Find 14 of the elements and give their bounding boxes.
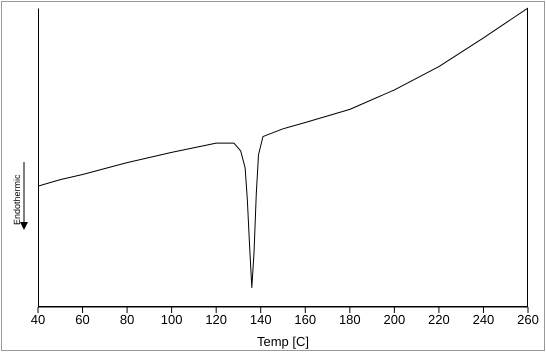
x-tick-label: 140 <box>250 312 272 328</box>
x-tick-label: 260 <box>517 312 539 328</box>
x-tick-label: 240 <box>472 312 494 328</box>
x-tick-label: 160 <box>294 312 316 328</box>
y-axis-title: Endothermic <box>12 174 22 225</box>
x-tick-label: 200 <box>384 312 406 328</box>
x-tick-label: 220 <box>428 312 450 328</box>
x-tick-label: 120 <box>205 312 228 328</box>
x-tick-label: 60 <box>75 312 90 328</box>
x-tick-label: 80 <box>120 312 134 328</box>
x-tick-label: 180 <box>338 312 361 328</box>
x-tick-label: 100 <box>160 312 182 328</box>
x-axis-title: Temp [C] <box>256 334 310 349</box>
x-tick-label: 40 <box>30 312 46 328</box>
